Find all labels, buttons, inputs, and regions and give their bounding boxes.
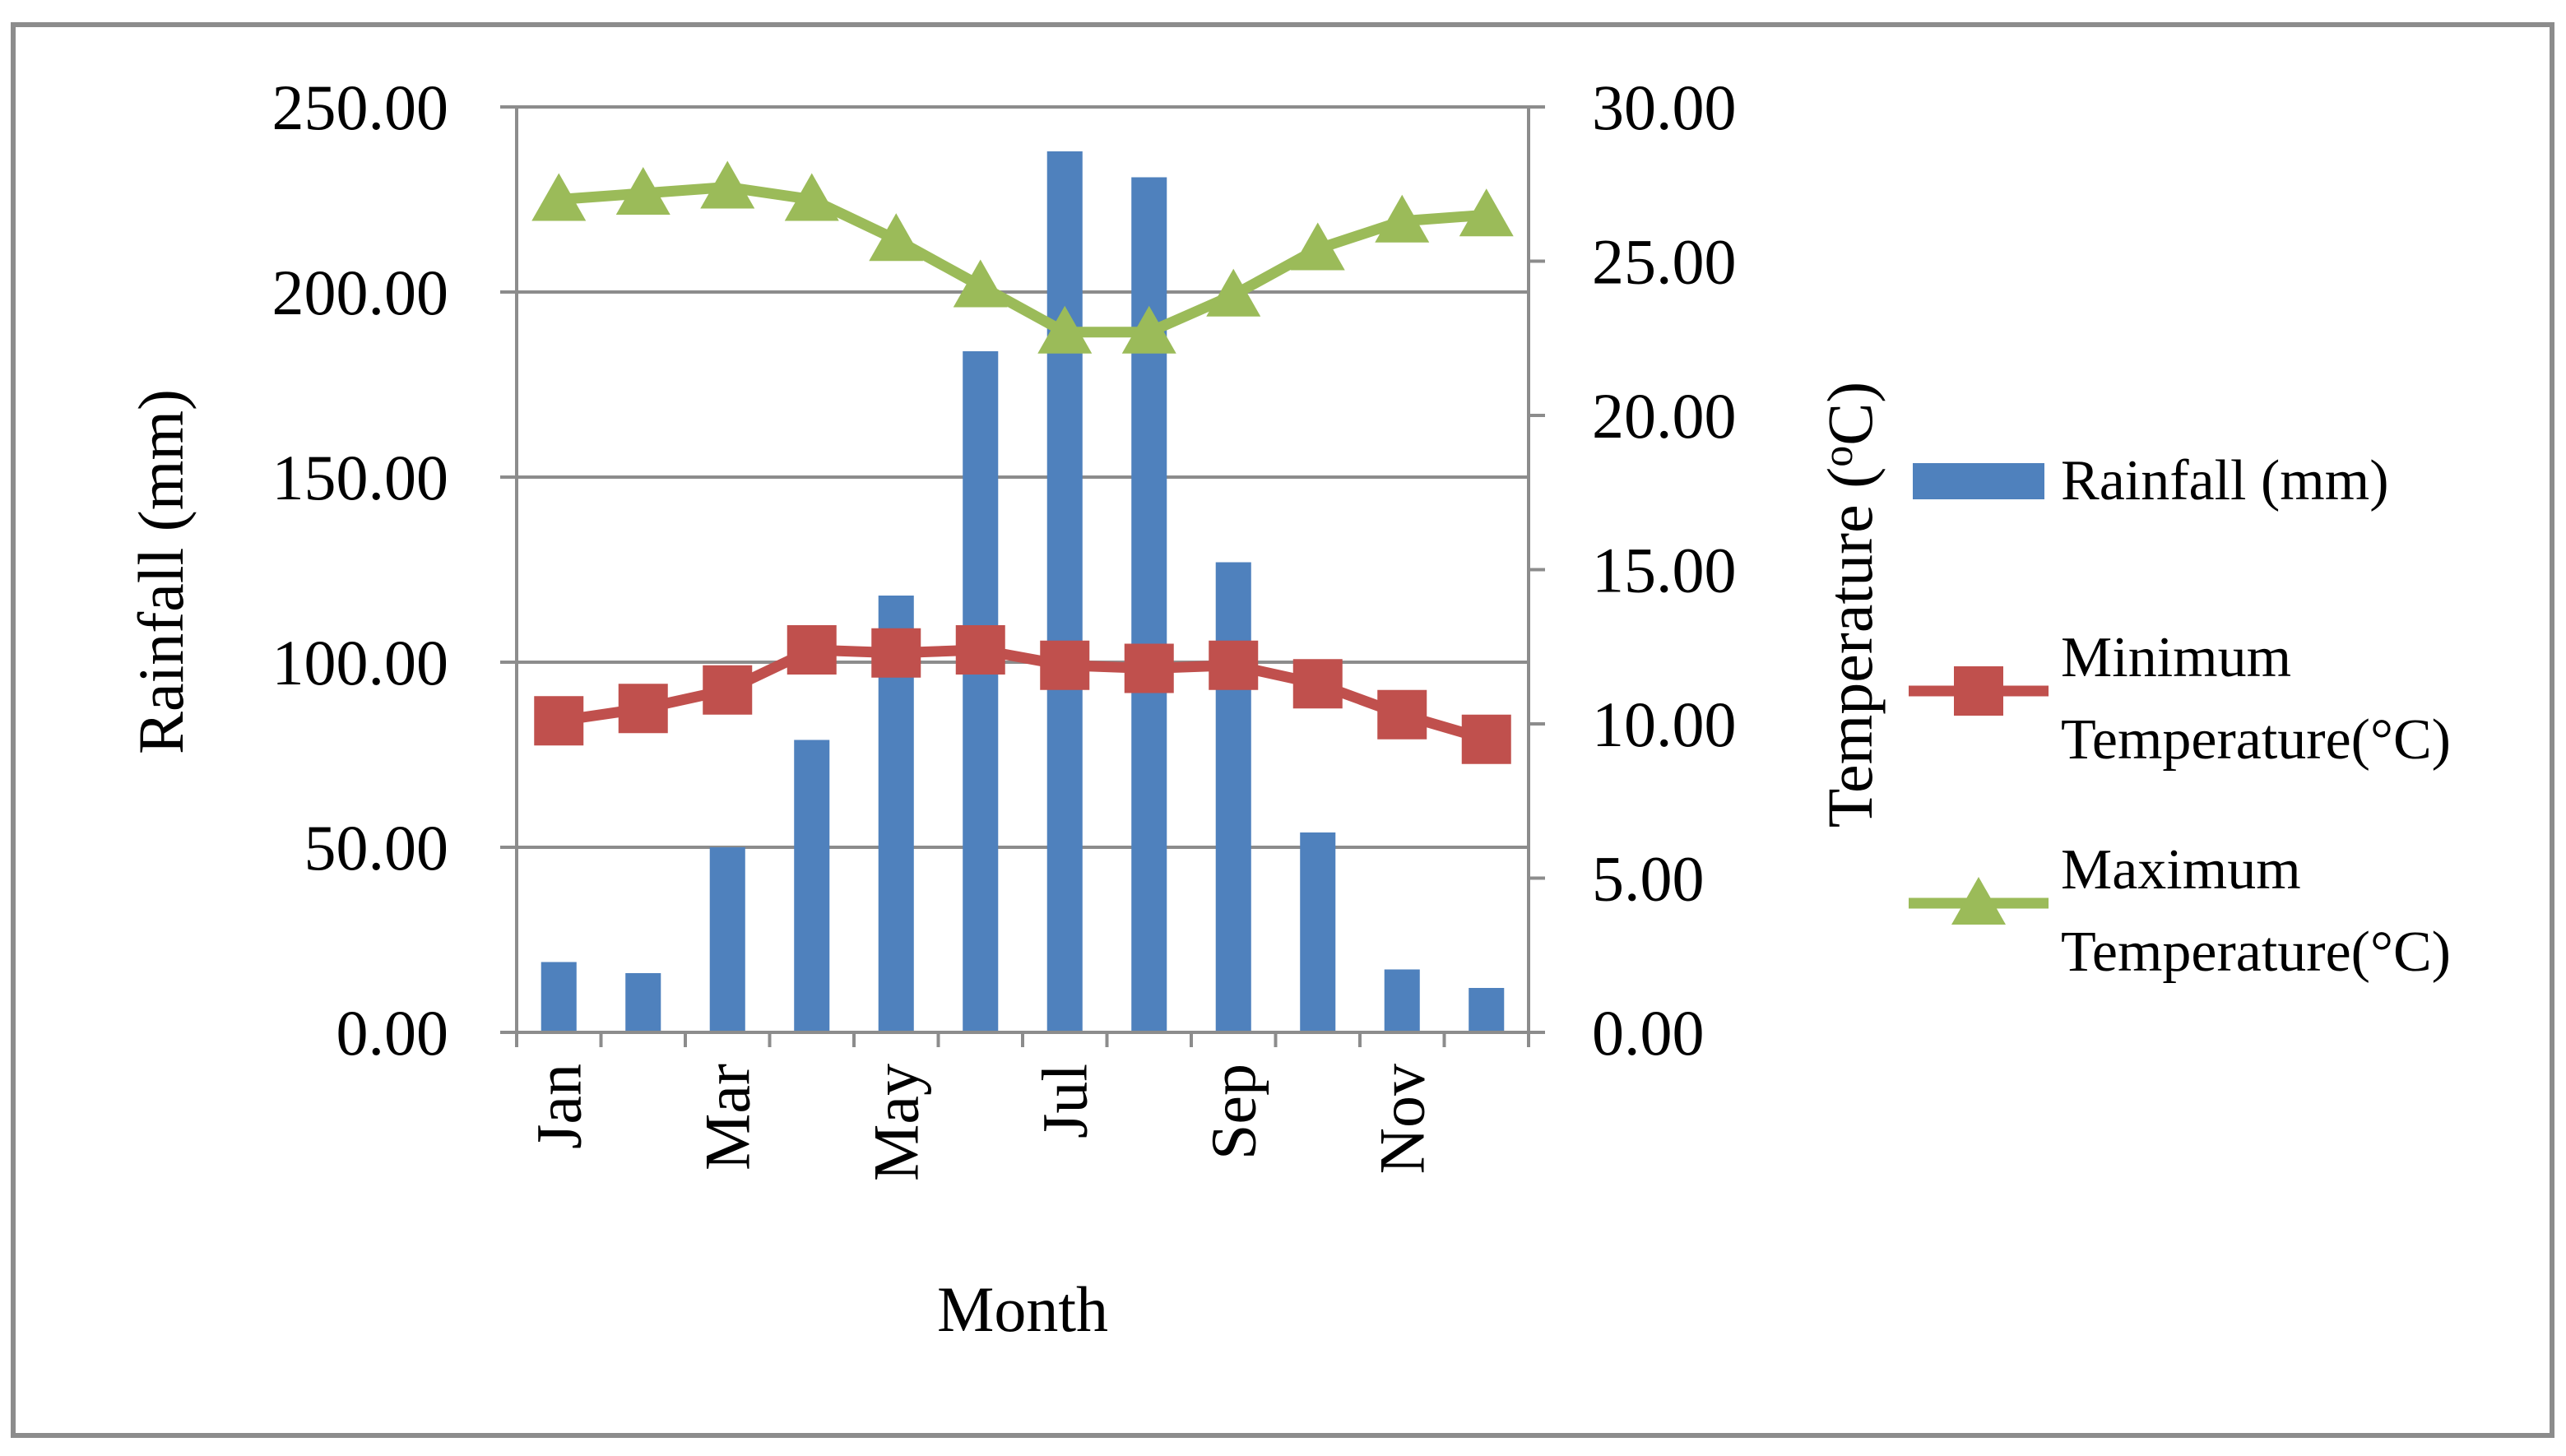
point-max-temp-sep	[1206, 268, 1261, 317]
legend: Rainfall (mm) Minimum Temperature(°C) Maxim…	[1909, 449, 2451, 984]
point-min-temp-jan	[534, 696, 584, 746]
left-y-tick-labels: 0.00 50.00 100.00 150.00 200.00 250.00	[272, 72, 449, 1069]
bar-rainfall-mar	[709, 847, 745, 1032]
right-y-tick-label: 0.00	[1592, 997, 1705, 1069]
chart-border	[11, 22, 2554, 1438]
left-y-axis-title: Rainfall (mm)	[125, 389, 197, 754]
left-y-tick-label: 50.00	[304, 812, 449, 883]
point-min-temp-may	[871, 628, 921, 678]
point-max-temp-oct	[1290, 222, 1345, 271]
bar-rainfall-sep	[1215, 562, 1251, 1032]
bar-rainfall-oct	[1300, 832, 1336, 1032]
left-y-tick-label: 200.00	[272, 257, 449, 328]
bar-rainfall-feb	[625, 973, 661, 1032]
point-max-temp-mar	[700, 160, 755, 209]
point-max-temp-jan	[531, 173, 587, 221]
x-tick-label-jan: Jan	[522, 1064, 594, 1149]
axes	[500, 105, 1545, 1047]
point-max-temp-apr	[784, 173, 839, 221]
left-y-tick-label: 150.00	[272, 442, 449, 513]
right-y-tick-label: 30.00	[1592, 72, 1737, 143]
point-min-temp-dec	[1461, 714, 1511, 764]
point-min-temp-jul	[1040, 640, 1090, 690]
bar-rainfall-dec	[1469, 988, 1505, 1032]
point-min-temp-apr	[787, 625, 837, 675]
point-min-temp-jun	[955, 625, 1005, 675]
temperature-lines	[531, 160, 1514, 764]
point-max-temp-jul	[1037, 305, 1093, 354]
legend-swatch-rainfall	[1913, 463, 2044, 499]
point-max-temp-nov	[1375, 194, 1430, 243]
point-min-temp-oct	[1292, 659, 1343, 709]
right-y-tick-label: 25.00	[1592, 226, 1737, 298]
point-min-temp-sep	[1209, 640, 1259, 690]
point-min-temp-aug	[1124, 643, 1174, 693]
bar-rainfall-jun	[963, 351, 999, 1032]
point-min-temp-feb	[618, 684, 668, 734]
x-tick-label-mar: Mar	[691, 1064, 763, 1171]
x-tick-label-jul: Jul	[1028, 1064, 1100, 1138]
left-y-tick-label: 100.00	[272, 627, 449, 698]
right-y-axis-title-unit: C)	[1814, 382, 1886, 446]
bar-rainfall-jan	[541, 962, 577, 1032]
point-min-temp-nov	[1377, 689, 1427, 740]
point-max-temp-dec	[1459, 188, 1514, 237]
point-max-temp-feb	[615, 167, 671, 215]
legend-label-max-temp: Maximum	[2061, 838, 2301, 902]
x-tick-label-nov: Nov	[1366, 1064, 1437, 1174]
left-y-tick-label: 0.00	[336, 997, 449, 1069]
bar-rainfall-nov	[1384, 969, 1420, 1032]
x-tick-labels: Jan Mar May Jul Sep Nov	[522, 1064, 1437, 1181]
right-y-axis-title: Temperature (oC)	[1814, 382, 1886, 828]
right-y-tick-labels: 0.00 5.00 10.00 15.00 20.00 25.00 30.00	[1592, 72, 1737, 1069]
right-y-tick-label: 20.00	[1592, 380, 1737, 452]
point-min-temp-mar	[703, 665, 753, 715]
x-axis-title: Month	[937, 1273, 1108, 1345]
legend-marker-max-temp	[1951, 877, 2006, 925]
point-max-temp-aug	[1121, 305, 1176, 354]
x-tick-label-may: May	[860, 1064, 931, 1181]
right-y-tick-label: 5.00	[1592, 843, 1705, 915]
bar-rainfall-jul	[1046, 151, 1083, 1032]
legend-label-rainfall: Rainfall (mm)	[2061, 449, 2389, 512]
legend-label-max-temp: Temperature(°C)	[2061, 920, 2451, 984]
legend-marker-min-temp	[1954, 666, 2003, 716]
point-max-temp-jun	[953, 259, 1008, 308]
x-tick-label-sep: Sep	[1197, 1064, 1269, 1160]
bar-rainfall-aug	[1131, 177, 1167, 1032]
bar-rainfall-apr	[794, 740, 830, 1032]
legend-label-min-temp: Temperature(°C)	[2061, 708, 2451, 772]
legend-label-min-temp: Minimum	[2061, 626, 2291, 689]
right-y-axis-title-main: Temperature (	[1814, 467, 1886, 828]
right-y-tick-label: 15.00	[1592, 535, 1737, 606]
point-max-temp-may	[869, 213, 924, 262]
left-y-tick-label: 250.00	[272, 72, 449, 143]
right-y-tick-label: 10.00	[1592, 689, 1737, 760]
right-y-axis-title-degree: o	[1815, 446, 1862, 467]
